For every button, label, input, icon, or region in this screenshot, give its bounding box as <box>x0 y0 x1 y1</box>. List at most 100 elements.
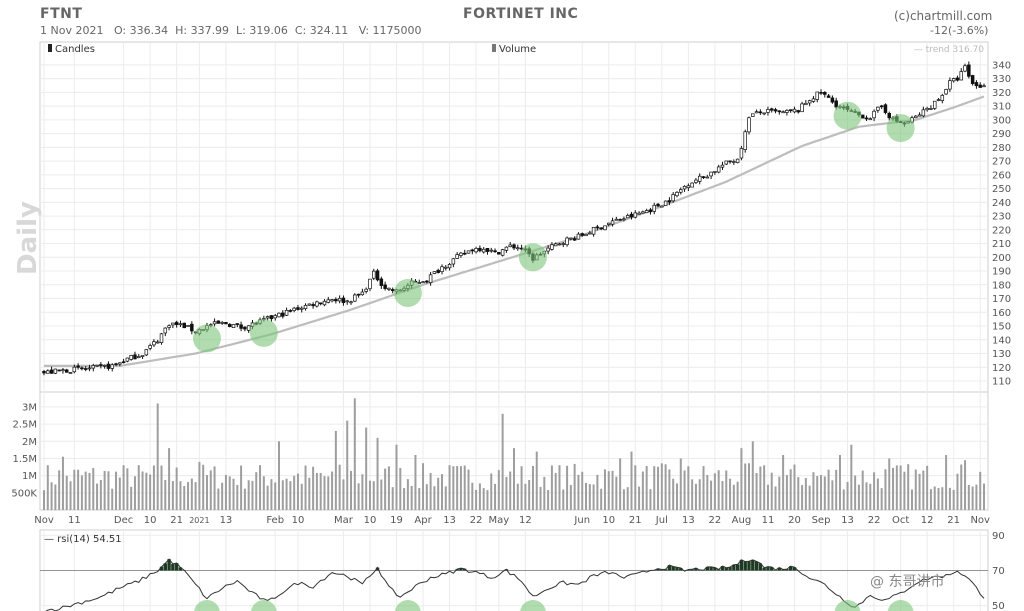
rsi-overbought-fill <box>724 567 728 571</box>
candle-body <box>974 82 979 87</box>
volume-bar <box>46 465 49 510</box>
volume-bar <box>729 478 732 510</box>
volume-bar <box>785 475 788 510</box>
candle-body <box>508 244 512 248</box>
volume-bar <box>368 480 371 510</box>
volume-tick-label: 1.5M <box>12 454 37 465</box>
candle-body <box>390 289 395 292</box>
candle-body <box>732 161 736 163</box>
x-tick-label: Nov <box>970 515 990 526</box>
price-tick-label: 180 <box>992 280 1011 291</box>
volume-bar <box>403 488 406 510</box>
x-tick-label: Mar <box>334 515 354 526</box>
candle-body <box>716 166 721 173</box>
volume-bar <box>660 463 663 510</box>
candle-body <box>277 312 281 318</box>
volume-bar <box>691 479 694 510</box>
company-name: FORTINET INC <box>463 6 579 22</box>
volume-bar <box>611 470 614 510</box>
rsi-overbought-fill <box>679 567 683 571</box>
candle-body <box>481 248 486 253</box>
volume-bar <box>820 474 823 510</box>
x-tick-label: 20 <box>788 515 801 526</box>
candle-body <box>284 309 289 316</box>
candle-body <box>618 219 622 221</box>
volume-bar <box>842 489 845 510</box>
volume-bar <box>232 478 235 510</box>
rsi-overbought-fill <box>167 559 171 571</box>
volume-bar <box>293 475 296 510</box>
volume-bar <box>509 471 512 510</box>
watermark-text: @ 东哥讲市 <box>870 573 944 590</box>
x-tick-label: Oct <box>892 515 909 526</box>
candle-body <box>387 287 391 290</box>
volume-bar <box>615 476 618 510</box>
candle-body <box>516 247 520 250</box>
price-tick-label: 110 <box>992 377 1011 388</box>
volume-bar <box>683 470 686 510</box>
volume-bar <box>205 475 208 510</box>
candle-body <box>921 109 926 117</box>
volume-bar <box>490 473 493 510</box>
volume-bar <box>672 478 675 510</box>
candle-body <box>967 64 971 77</box>
candle-body <box>663 200 668 206</box>
volume-bar <box>312 466 315 510</box>
candle-body <box>804 102 808 106</box>
candle-body <box>125 357 130 362</box>
candle-body <box>436 269 440 273</box>
volume-bar <box>876 478 879 510</box>
volume-bar <box>899 465 902 510</box>
volume-bar <box>759 466 762 510</box>
volume-bar <box>236 484 239 510</box>
rsi-overbought-fill <box>735 564 740 571</box>
volume-bar <box>918 473 921 510</box>
volume-bar <box>99 480 102 510</box>
volume-bar <box>926 465 929 510</box>
price-tick-label: 280 <box>992 143 1011 154</box>
volume-bar <box>266 485 269 510</box>
candle-body <box>311 304 315 307</box>
candle-body <box>91 365 96 369</box>
rsi-overbought-fill <box>660 569 664 571</box>
timeframe-label: Daily <box>13 201 43 275</box>
rsi-line <box>45 558 985 611</box>
volume-bar <box>945 455 948 510</box>
candle-body <box>572 238 577 241</box>
candle-body <box>368 278 372 290</box>
volume-bar <box>888 458 891 510</box>
volume-bar <box>869 483 872 510</box>
x-tick-label: Feb <box>266 515 284 526</box>
volume-bar <box>425 484 428 510</box>
volume-bar <box>566 465 569 510</box>
candle-body <box>459 252 463 256</box>
volume-bar <box>956 473 959 510</box>
candle-body <box>451 258 456 265</box>
volume-bars <box>43 398 985 510</box>
volume-bar <box>50 482 53 510</box>
x-tick-label: 10 <box>144 515 157 526</box>
rsi-overbought-fill <box>178 567 183 571</box>
candle-body <box>129 354 133 360</box>
volume-bar <box>755 473 758 510</box>
trend-legend: — trend 316.70 <box>914 45 984 55</box>
candle-body <box>595 226 600 229</box>
price-tick-label: 240 <box>992 198 1011 209</box>
candle-body <box>121 361 126 364</box>
candle-body <box>675 191 679 197</box>
volume-bar <box>535 451 538 510</box>
candle-body <box>178 323 183 326</box>
candle-body <box>940 94 945 101</box>
candle-body <box>614 218 619 221</box>
candle-body <box>929 108 933 110</box>
volume-bar <box>941 487 944 510</box>
price-tick-label: 130 <box>992 349 1011 360</box>
volume-bar <box>585 482 588 510</box>
volume-bar <box>190 478 193 510</box>
price-tick-label: 160 <box>992 308 1011 319</box>
rsi-overbought-fill <box>743 561 747 571</box>
volume-tick-label: 2M <box>22 437 37 448</box>
rsi-overbought-fill <box>463 568 467 571</box>
candle-body <box>868 118 873 121</box>
volume-bar <box>353 398 356 510</box>
